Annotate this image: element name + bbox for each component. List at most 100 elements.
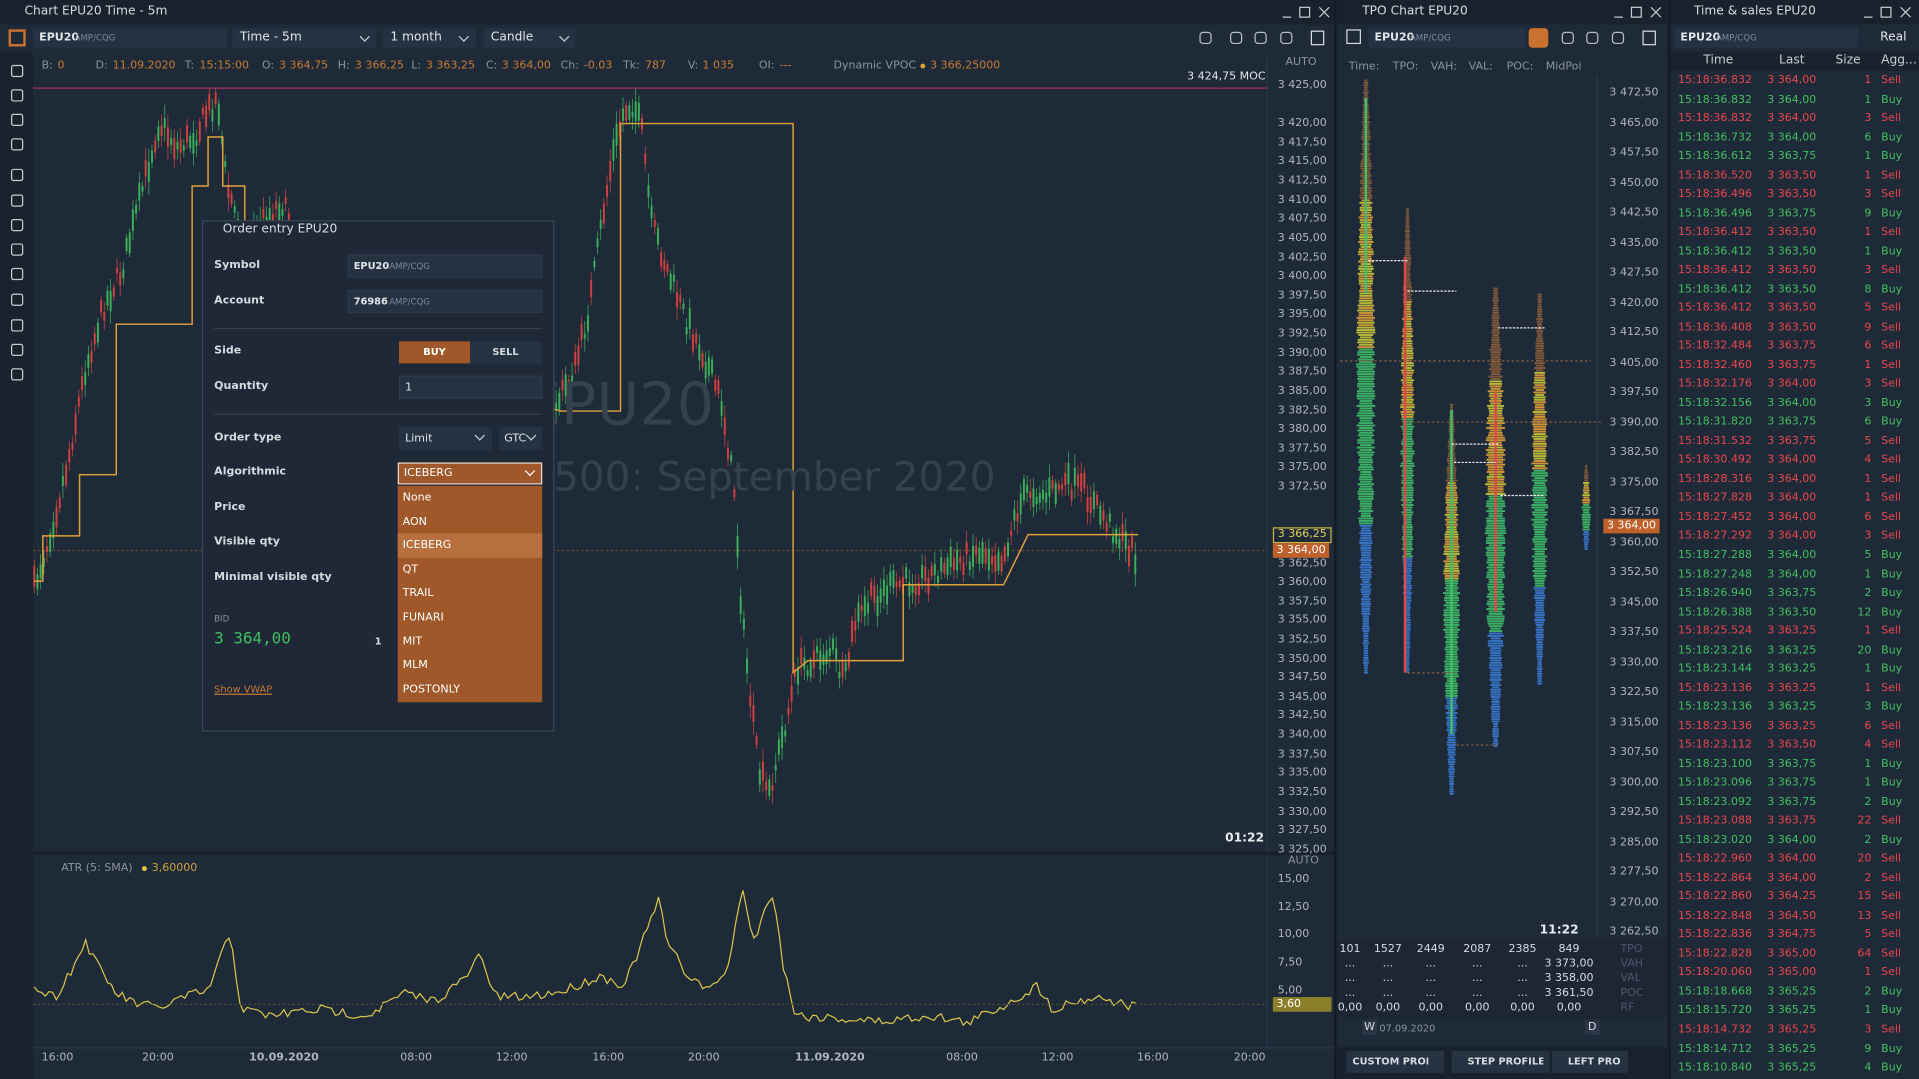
layout-toggle[interactable] bbox=[8, 29, 26, 47]
scale-mode[interactable]: AUTO bbox=[1287, 855, 1319, 868]
tpo-letter bbox=[1402, 344, 1413, 347]
drawing-tool[interactable] bbox=[11, 368, 24, 381]
buy-label[interactable]: BUY bbox=[423, 346, 446, 358]
drawing-tool[interactable] bbox=[11, 113, 24, 127]
drawing-tool[interactable] bbox=[11, 243, 24, 256]
drawing-tool[interactable] bbox=[11, 267, 24, 281]
dropdown-option[interactable]: None bbox=[402, 491, 432, 505]
period-button[interactable] bbox=[1362, 1020, 1377, 1035]
tpo-letter bbox=[1357, 321, 1375, 324]
close-button[interactable] bbox=[536, 224, 548, 236]
tpo-letter bbox=[1401, 548, 1414, 551]
trade-time: 15:18:22.828 bbox=[1677, 948, 1752, 961]
toolbar-icon[interactable] bbox=[1254, 31, 1267, 45]
trade-size: 1 bbox=[1864, 777, 1872, 790]
candle-body bbox=[959, 557, 962, 563]
period-week[interactable]: W bbox=[1364, 1021, 1375, 1034]
field-value[interactable]: GTC bbox=[504, 433, 527, 446]
price-axis-label: 3 332,50 bbox=[1277, 786, 1327, 799]
tpo-letter bbox=[1364, 666, 1368, 669]
chart-style[interactable]: Candle bbox=[490, 30, 534, 45]
sell-label[interactable]: SELL bbox=[492, 346, 519, 358]
candle-body bbox=[940, 556, 943, 572]
symbol-box[interactable] bbox=[33, 28, 227, 48]
drawing-tool[interactable] bbox=[11, 168, 24, 182]
field-box[interactable] bbox=[347, 254, 543, 278]
order-type-select[interactable] bbox=[398, 426, 493, 451]
toolbar-icon[interactable] bbox=[1199, 31, 1212, 45]
tpo-letter bbox=[1402, 455, 1413, 458]
timeframe[interactable]: Time - 5m bbox=[239, 30, 302, 45]
profile-button[interactable] bbox=[1346, 1050, 1445, 1073]
sell-button[interactable] bbox=[469, 341, 543, 364]
tpo-letter bbox=[1404, 269, 1411, 272]
profile-button-label[interactable]: LEFT PRO bbox=[1567, 1055, 1621, 1067]
profile-button-label[interactable]: CUSTOM PROFILE bbox=[1352, 1055, 1428, 1067]
tpo-letter bbox=[1402, 467, 1413, 470]
drawing-tool[interactable] bbox=[11, 319, 24, 332]
profile-button[interactable] bbox=[1551, 1050, 1628, 1073]
field-value[interactable]: Limit bbox=[405, 433, 433, 446]
price-axis-label: 3 397,50 bbox=[1609, 386, 1659, 399]
tpo-layout-toggle[interactable] bbox=[1346, 29, 1361, 45]
drawing-tool[interactable] bbox=[11, 343, 24, 357]
toolbar-icon[interactable] bbox=[1561, 31, 1574, 45]
period-box[interactable] bbox=[383, 28, 477, 48]
tpo-letter bbox=[1533, 425, 1547, 428]
window-title: Chart EPU20 Time - 5m bbox=[24, 4, 168, 19]
trade-price: 3 363,75 bbox=[1767, 758, 1817, 771]
dropdown-option[interactable]: TRAIL bbox=[402, 587, 434, 600]
tpo-letter bbox=[1535, 393, 1545, 396]
tpo-letter bbox=[1534, 408, 1545, 411]
field-box[interactable] bbox=[347, 289, 543, 314]
toolbar-icon[interactable] bbox=[1586, 31, 1599, 45]
drawing-tool[interactable] bbox=[11, 293, 24, 306]
toolbar-icon[interactable] bbox=[1310, 30, 1325, 46]
tpo-letter bbox=[1533, 457, 1546, 460]
toolbar-icon[interactable] bbox=[1280, 31, 1293, 45]
period[interactable]: 1 month bbox=[390, 30, 442, 45]
dropdown-option[interactable]: ICEBERG bbox=[402, 539, 452, 552]
profile-button[interactable] bbox=[1451, 1050, 1550, 1073]
toolbar-icon[interactable] bbox=[1230, 31, 1243, 45]
tif-select[interactable] bbox=[499, 426, 543, 451]
toolbar-icon[interactable] bbox=[1642, 30, 1656, 46]
dropdown-option[interactable]: POSTONLY bbox=[402, 683, 461, 696]
dropdown-option[interactable]: QT bbox=[402, 563, 419, 576]
scale-mode[interactable]: AUTO bbox=[1285, 56, 1317, 69]
algo-select[interactable] bbox=[397, 462, 543, 485]
dropdown-option[interactable]: AON bbox=[402, 515, 427, 529]
drawing-tool[interactable] bbox=[11, 64, 24, 78]
profile-button-label[interactable]: STEP PROFILE bbox=[1467, 1055, 1544, 1067]
symbol-box[interactable] bbox=[1368, 28, 1525, 48]
period-button[interactable] bbox=[1584, 1020, 1600, 1035]
tpo-letter bbox=[1490, 683, 1502, 686]
dropdown-option[interactable]: FUNARI bbox=[402, 611, 444, 624]
buy-button[interactable] bbox=[398, 341, 470, 364]
style-box[interactable] bbox=[483, 28, 576, 48]
quantity-input[interactable] bbox=[398, 375, 543, 399]
show-vwap-link[interactable]: Show VWAP bbox=[214, 683, 273, 695]
trade-price: 3 363,75 bbox=[1767, 150, 1817, 163]
drawing-tool[interactable] bbox=[11, 194, 24, 207]
field-value[interactable]: 1 bbox=[405, 381, 413, 394]
tpo-letter bbox=[1489, 674, 1502, 677]
symbol-box[interactable] bbox=[1674, 28, 1858, 48]
time-axis-label: 16:00 bbox=[1137, 1052, 1169, 1065]
trade-price: 3 365,00 bbox=[1767, 948, 1817, 961]
dropdown-option[interactable]: MLM bbox=[402, 659, 428, 672]
exchange: AMP/CQG bbox=[389, 261, 430, 272]
stat-value: ... bbox=[1425, 972, 1436, 985]
candle-body bbox=[650, 205, 653, 219]
dropdown-option[interactable]: MIT bbox=[402, 635, 423, 648]
field-value[interactable]: ICEBERG bbox=[403, 467, 453, 480]
toolbar-icon[interactable] bbox=[1528, 28, 1549, 48]
drawing-tool[interactable] bbox=[11, 218, 24, 232]
drawing-tool[interactable] bbox=[11, 89, 24, 102]
drawing-tool[interactable] bbox=[11, 138, 24, 151]
timeframe-box[interactable] bbox=[232, 28, 376, 48]
mode[interactable]: Real bbox=[1880, 30, 1907, 45]
period-day[interactable]: D bbox=[1588, 1021, 1597, 1034]
toolbar-icon[interactable] bbox=[1611, 31, 1625, 45]
tpo-letter bbox=[1449, 773, 1454, 776]
